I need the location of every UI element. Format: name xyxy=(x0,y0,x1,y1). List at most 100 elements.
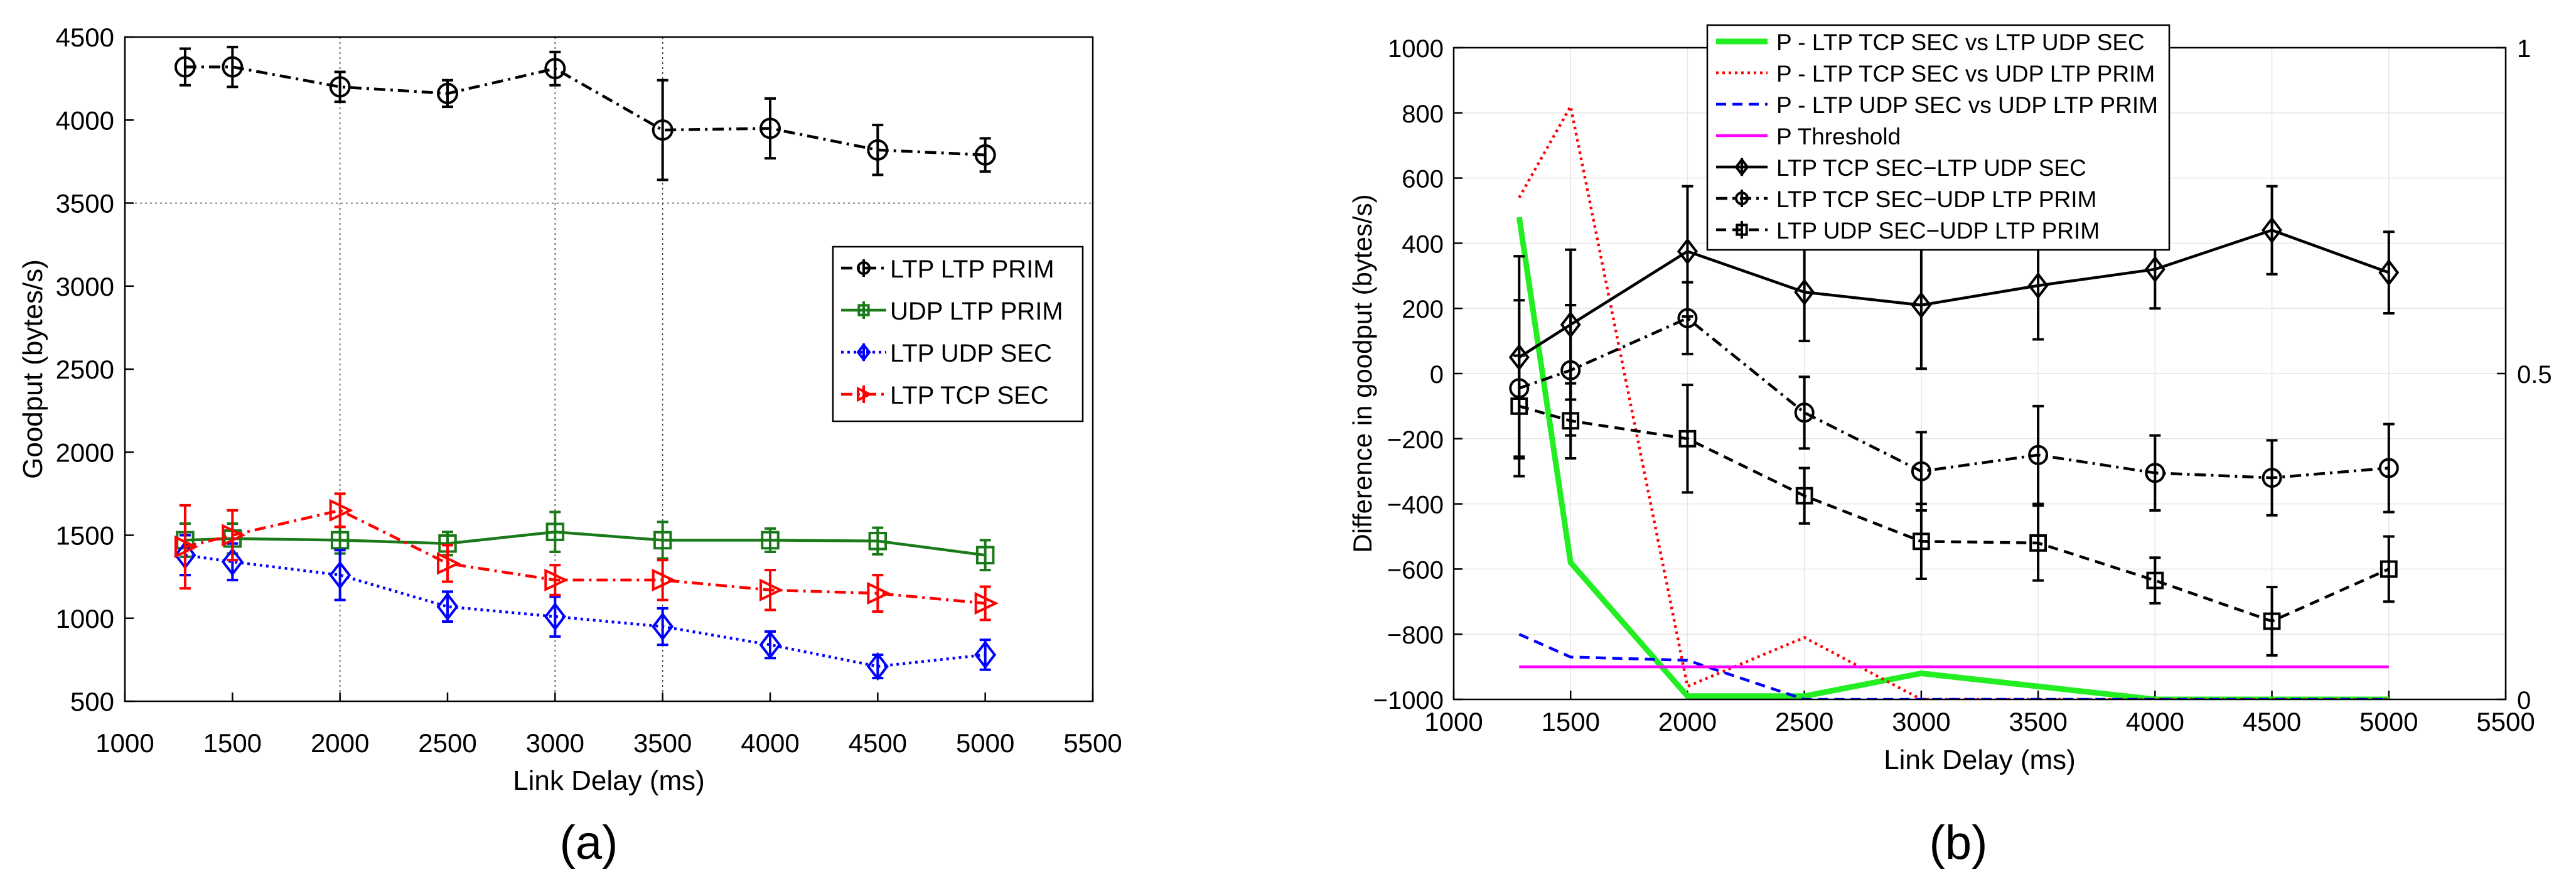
chart-a-xtick-label: 2000 xyxy=(311,728,369,758)
chart-b-legend-ltp-tcp-sec-ltp-udp-sec-marker xyxy=(1734,158,1749,176)
chart-a-ltp-udp-sec-point xyxy=(436,592,459,622)
chart-b-ltp-tcp-sec-udp-ltp-prim-point xyxy=(2145,463,2165,483)
chart-a-xtick-label: 5000 xyxy=(956,728,1014,758)
chart-a-legend: LTP LTP PRIM UDP LTP PRIM LTP UDP SEC LTP T… xyxy=(832,245,1084,423)
chart-b-legend-label-p-ltp-tcp-sec-vs-udp-ltp-prim: P - LTP TCP SEC vs UDP LTP PRIM xyxy=(1776,61,2155,87)
chart-b-ltp-tcp-sec-udp-ltp-prim-point xyxy=(2378,458,2399,478)
chart-b-ltp-udp-sec-udp-ltp-prim-point xyxy=(1795,487,1813,505)
chart-b-legend-label-p-ltp-tcp-sec-vs-ltp-udp-sec: P - LTP TCP SEC vs LTP UDP SEC xyxy=(1776,30,2145,55)
chart-a-ltp-ltp-prim-point xyxy=(867,139,889,161)
chart-b-ytick-label: −400 xyxy=(1387,492,1444,519)
chart-a-ltp-tcp-sec-point xyxy=(759,578,784,601)
chart-a-plot xyxy=(174,45,999,681)
chart-a-ltp-udp-sec-point xyxy=(866,652,889,681)
chart-b-xlabel: Link Delay (ms) xyxy=(1884,745,2076,775)
chart-b-xtick-label: 5000 xyxy=(2359,707,2418,736)
chart-a-ltp-ltp-prim-point xyxy=(759,117,781,139)
chart-b-y2tick-label: 1 xyxy=(2517,35,2531,63)
chart-a-xtick-label: 2500 xyxy=(418,728,476,758)
chart-b-legend-ltp-udp-sec-udp-ltp-prim-marker xyxy=(1736,224,1748,236)
chart-a-ytick-label: 4000 xyxy=(56,105,114,135)
chart-b-ytick-label: −800 xyxy=(1387,622,1444,649)
chart-a-legend-box xyxy=(832,245,1084,423)
chart-a-legend-ltp-ltp-prim-marker xyxy=(857,261,871,275)
chart-b-ytick-label: 400 xyxy=(1402,230,1444,258)
chart-b-legend-label-ltp-tcp-sec-udp-ltp-prim: LTP TCP SEC−UDP LTP PRIM xyxy=(1776,186,2096,212)
chart-a-legend-ltp-tcp-sec-marker xyxy=(857,386,873,402)
chart-b-ylabel: Difference in goodput (bytes/s) xyxy=(1348,194,1377,552)
chart-b-ltp-udp-sec-udp-ltp-prim-point xyxy=(2146,571,2164,590)
chart-a-xtick-label: 4000 xyxy=(741,728,799,758)
chart-a-ltp-udp-sec-point xyxy=(221,547,244,576)
chart-b-xtick-label: 3500 xyxy=(2009,707,2067,736)
chart-a-legend-label-ltp-udp-sec: LTP UDP SEC xyxy=(890,340,1052,367)
chart-b: 1000 1500 2000 2500 3000 3500 4000 4500 5000 5500… xyxy=(1348,24,2552,870)
chart-b-ltp-tcp-sec-udp-ltp-prim-point xyxy=(1677,308,1698,328)
chart-a-xtick-label: 1000 xyxy=(95,728,154,758)
chart-b-xtick-label: 1000 xyxy=(1424,707,1483,736)
chart-a-udp-ltp-prim-point xyxy=(330,531,350,550)
chart-a-legend-label-ltp-ltp-prim: LTP LTP PRIM xyxy=(890,256,1055,283)
chart-b-ltp-tcp-sec-ltp-udp-sec-point xyxy=(2262,217,2283,244)
chart-b-xtick-label: 2500 xyxy=(1775,707,1833,736)
chart-b-legend-label-p-ltp-udp-sec-vs-udp-ltp-prim: P - LTP UDP SEC vs UDP LTP PRIM xyxy=(1776,92,2158,118)
chart-a: 1000 1500 2000 2500 3000 3500 4000 4500 5000 5500… xyxy=(18,23,1122,870)
chart-a-legend-ltp-udp-sec-marker xyxy=(856,343,871,362)
chart-b-ytick-label: 600 xyxy=(1402,166,1444,193)
chart-b-xtick-label: 4500 xyxy=(2243,707,2301,736)
chart-b-ltp-tcp-sec-ltp-udp-sec-point xyxy=(1794,278,1815,306)
chart-a-legend-udp-ltp-prim-marker xyxy=(857,304,870,316)
chart-b-xtick-label: 1500 xyxy=(1542,707,1600,736)
chart-a-ytick-label: 500 xyxy=(70,687,114,716)
chart-b-legend: P - LTP TCP SEC vs LTP UDP SEC P - LTP TC… xyxy=(1706,24,2171,251)
chart-b-legend-label-ltp-tcp-sec-ltp-udp-sec: LTP TCP SEC−LTP UDP SEC xyxy=(1776,155,2086,181)
chart-a-ltp-ltp-prim-point xyxy=(544,58,566,80)
chart-b-legend-label-ltp-udp-sec-udp-ltp-prim: LTP UDP SEC−UDP LTP PRIM xyxy=(1776,218,2100,244)
chart-a-ltp-udp-sec-point xyxy=(652,612,674,641)
chart-a-ltp-ltp-prim-point xyxy=(652,119,674,141)
chart-a-xtick-label: 5500 xyxy=(1063,728,1122,758)
chart-b-ytick-label: −200 xyxy=(1387,426,1444,454)
chart-b-ltp-tcp-sec-ltp-udp-sec-point xyxy=(2144,256,2165,283)
chart-a-ytick-label: 3000 xyxy=(56,272,114,301)
chart-a-ltp-tcp-sec-point xyxy=(222,524,246,547)
chart-a-ticks: 1000 1500 2000 2500 3000 3500 4000 4500 5000 5500… xyxy=(56,23,1122,758)
chart-a-ltp-udp-sec-point xyxy=(329,561,352,590)
chart-a-udp-ltp-prim-point xyxy=(868,532,888,551)
chart-a-ltp-tcp-sec-point xyxy=(174,535,199,559)
chart-a-udp-ltp-prim-point xyxy=(545,522,565,541)
chart-a-legend-label-udp-ltp-prim: UDP LTP PRIM xyxy=(890,298,1063,325)
chart-a-ltp-ltp-prim-point xyxy=(174,56,196,78)
chart-b-ltp-tcp-sec-udp-ltp-prim-point xyxy=(1911,461,1931,482)
chart-b-ltp-udp-sec-udp-ltp-prim-point xyxy=(2380,560,2398,578)
chart-b-legend-ltp-tcp-sec-udp-ltp-prim-marker xyxy=(1735,191,1749,205)
chart-b-ltp-udp-sec-udp-ltp-prim-point xyxy=(2029,534,2047,552)
chart-a-ltp-udp-sec-point xyxy=(544,602,566,631)
chart-b-ytick-label: 0 xyxy=(1430,361,1444,389)
chart-a-frame xyxy=(124,36,1094,703)
chart-a-ltp-tcp-sec-point xyxy=(544,568,569,592)
chart-b-ytick-label: −1000 xyxy=(1373,687,1444,714)
chart-a-ytick-label: 2500 xyxy=(56,355,114,384)
chart-a-ltp-udp-sec-point xyxy=(759,630,781,659)
chart-b-ltp-udp-sec-udp-ltp-prim-point xyxy=(1912,532,1930,551)
chart-a-ytick-label: 1000 xyxy=(56,604,114,633)
chart-a-ytick-label: 3500 xyxy=(56,189,114,218)
chart-b-ltp-tcp-sec-udp-ltp-prim-point xyxy=(1560,360,1581,380)
chart-a-ltp-ltp-prim-point xyxy=(437,82,458,104)
chart-a-ltp-tcp-sec-point xyxy=(652,568,676,592)
chart-b-legend-label-p-threshold: P Threshold xyxy=(1776,124,1901,149)
chart-b-ltp-tcp-sec-udp-ltp-prim-point xyxy=(2262,468,2282,488)
chart-a-ytick-label: 1500 xyxy=(56,521,114,551)
chart-b-y2tick-label: 0.5 xyxy=(2517,361,2552,389)
chart-b-xtick-label: 4000 xyxy=(2126,707,2184,736)
chart-a-udp-ltp-prim-point xyxy=(653,531,672,550)
chart-b-legend-box xyxy=(1706,24,2171,251)
chart-b-ytick-label: 200 xyxy=(1402,296,1444,323)
chart-a-xtick-label: 3000 xyxy=(526,728,584,758)
chart-a-ytick-label: 2000 xyxy=(56,438,114,467)
chart-a-panel-label: (a) xyxy=(560,816,618,870)
chart-a-ltp-ltp-prim-point xyxy=(974,144,996,166)
